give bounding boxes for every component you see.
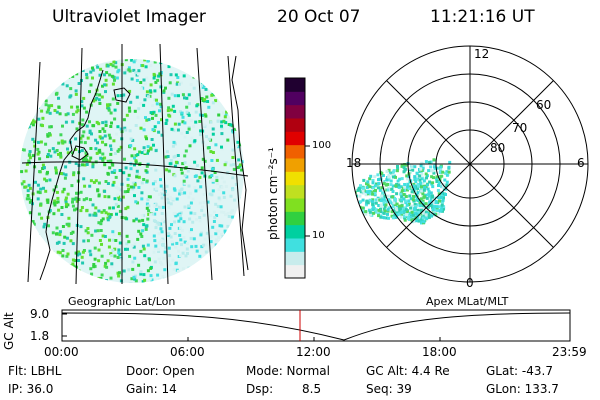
ytick-1-8: 1.8 — [30, 329, 50, 343]
geographic-image — [20, 44, 249, 284]
gc-alt-info: GC Alt: 4.4 Re — [366, 364, 450, 378]
timeline-frame — [61, 309, 571, 342]
flt-info: Flt: LBHL — [8, 364, 62, 378]
mlt-label-6: 6 — [577, 156, 585, 170]
timeline-ylabel: GC Alt — [2, 312, 16, 350]
timeline-plot — [61, 309, 571, 342]
lat-label-60: 60 — [536, 98, 552, 112]
ytick-9: 9.0 — [30, 307, 50, 321]
polar-plot — [351, 45, 589, 283]
glon-info: GLon: 133.7 — [486, 382, 559, 396]
colorbar-frame — [284, 77, 306, 279]
gain-info: Gain: 14 — [126, 382, 177, 396]
dsp-value: 8.5 — [302, 382, 322, 396]
seq-info: Seq: 39 — [366, 382, 412, 396]
geographic-label: Geographic Lat/Lon — [68, 295, 176, 308]
xtick-1800: 18:00 — [422, 345, 457, 359]
time-label: 11:21:16 UT — [430, 7, 535, 27]
door-info: Door: Open — [126, 364, 195, 378]
colorbar-label-100: 100 — [312, 140, 332, 151]
colorbar-unit-label: photon cm⁻²s⁻¹ — [266, 147, 280, 240]
ip-info: IP: 36.0 — [8, 382, 54, 396]
polar-grid — [351, 45, 589, 283]
date-label: 20 Oct 07 — [277, 7, 361, 27]
xtick-2359: 23:59 — [552, 345, 587, 359]
altitude-curve — [61, 312, 571, 341]
mlt-label-18: 18 — [346, 156, 362, 170]
lat-label-70: 70 — [512, 121, 528, 135]
colorbar — [284, 77, 310, 279]
lat-label-80: 80 — [490, 141, 506, 155]
mlt-label-0: 0 — [466, 276, 474, 290]
instrument-title: Ultraviolet Imager — [52, 7, 206, 27]
geo-gridlines — [22, 44, 249, 284]
xtick-0000: 00:00 — [44, 345, 79, 359]
colorbar-label-10: 10 — [312, 230, 325, 241]
xtick-0600: 06:00 — [170, 345, 205, 359]
apex-label: Apex MLat/MLT — [426, 295, 509, 308]
xtick-1200: 12:00 — [296, 345, 331, 359]
mode-info: Mode: Normal — [246, 364, 330, 378]
dsp-label: Dsp: — [246, 382, 274, 396]
glat-info: GLat: -43.7 — [486, 364, 553, 378]
mlt-label-12: 12 — [474, 47, 490, 61]
coastline — [39, 55, 249, 281]
